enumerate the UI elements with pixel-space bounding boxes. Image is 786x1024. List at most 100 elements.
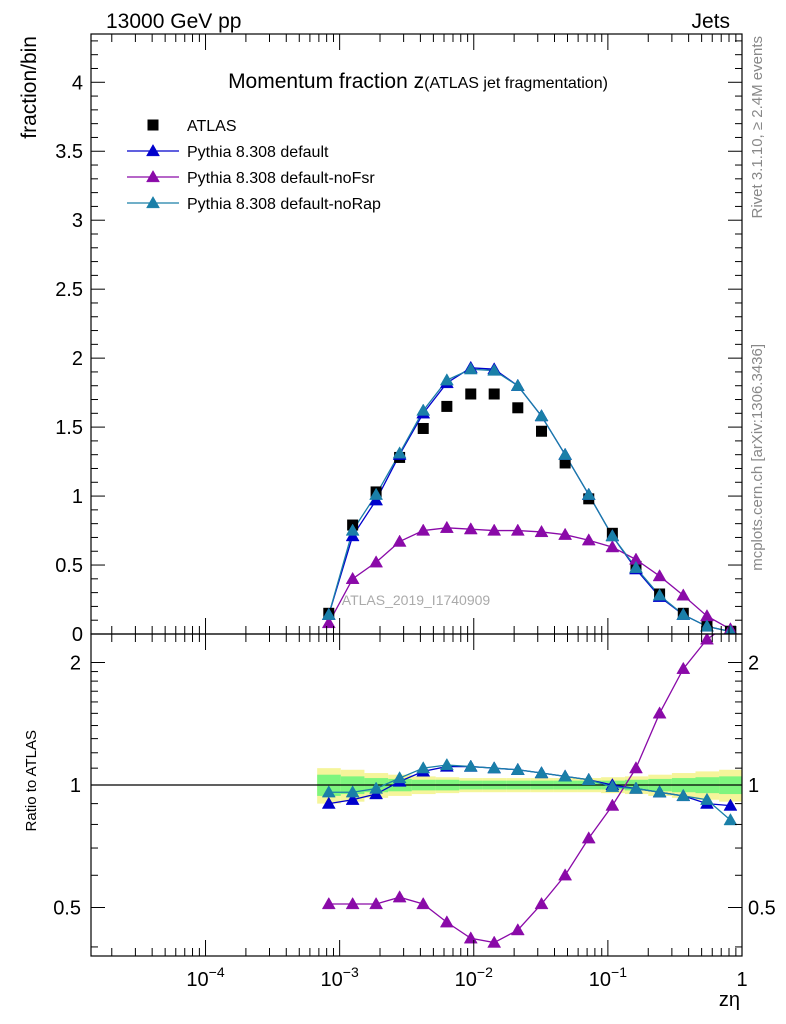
ratio-point-pythia-8-308-default-norap — [439, 757, 454, 771]
y-tick-label: 1.5 — [55, 417, 83, 439]
ratio-point-pythia-8-308-default-nofsr — [558, 868, 573, 881]
legend-marker — [146, 195, 160, 209]
data-point-atlas — [465, 388, 477, 400]
ratio-point-pythia-8-308-default-nofsr — [581, 831, 596, 844]
ratio-point-pythia-8-308-default-norap — [510, 762, 525, 775]
data-point-pythia-8-308-default-nofsr — [463, 522, 478, 535]
ratio-point-pythia-8-308-default-nofsr — [369, 896, 384, 910]
data-point-atlas — [512, 402, 524, 414]
data-point-pythia-8-308-default-norap — [534, 409, 549, 422]
data-point-pythia-8-308-default-nofsr — [439, 520, 454, 533]
data-point-atlas — [536, 425, 548, 437]
ratio-point-pythia-8-308-default-norap — [392, 771, 407, 784]
ratio-y-tick-label: 2 — [70, 653, 81, 675]
legend-label: Pythia 8.308 default-noFsr — [187, 170, 375, 187]
ratio-point-pythia-8-308-default-nofsr — [345, 896, 360, 910]
rivet-version-label: Rivet 3.1.10, ≥ 2.4M events — [749, 36, 766, 219]
ratio-point-pythia-8-308-default-nofsr — [487, 935, 502, 948]
category-label: Jets — [691, 10, 730, 33]
ratio-y-tick-label-right: 1 — [748, 775, 759, 797]
ratio-point-pythia-8-308-default-nofsr — [605, 798, 620, 811]
energy-label: 13000 GeV pp — [106, 10, 241, 33]
x-tick-label: 10−4 — [186, 964, 224, 991]
ratio-point-pythia-8-308-default-nofsr — [321, 896, 336, 910]
data-point-pythia-8-308-default-nofsr — [321, 615, 336, 629]
y-tick-label: 1 — [72, 486, 83, 508]
chart-title-main: Momentum fraction z — [228, 70, 424, 93]
y-tick-label: 3 — [72, 210, 83, 232]
data-point-pythia-8-308-default-norap — [463, 362, 478, 375]
main-series-group — [321, 360, 738, 634]
data-point-pythia-8-308-default-norap — [369, 487, 384, 500]
chart-title-suffix: (ATLAS jet fragmentation) — [424, 75, 608, 92]
ratio-ylabel: Ratio to ATLAS — [23, 730, 40, 831]
ratio-point-pythia-8-308-default-norap — [629, 781, 643, 794]
legend-label: ATLAS — [187, 118, 237, 135]
ratio-point-pythia-8-308-default-norap — [723, 813, 738, 826]
data-point-pythia-8-308-default-norap — [345, 523, 360, 536]
data-point-pythia-8-308-default-nofsr — [534, 524, 549, 538]
ratio-frame — [90, 633, 743, 957]
ratio-point-pythia-8-308-default-nofsr — [392, 890, 407, 903]
ratio-point-pythia-8-308-default-nofsr — [416, 896, 431, 910]
ratio-point-pythia-8-308-default-norap — [463, 759, 478, 772]
data-point-pythia-8-308-default-nofsr — [392, 534, 407, 547]
ratio-xlabel: zη — [719, 989, 740, 1011]
ratio-point-pythia-8-308-default-norap — [581, 772, 596, 785]
data-point-pythia-8-308-default-norap — [487, 363, 502, 376]
ratio-point-pythia-8-308-default-norap — [605, 779, 620, 792]
ratio-point-pythia-8-308-default — [321, 796, 336, 809]
y-tick-label: 0.5 — [55, 555, 83, 577]
data-point-pythia-8-308-default-norap — [652, 588, 667, 601]
ratio-point-pythia-8-308-default — [345, 792, 360, 805]
ratio-point-pythia-8-308-default-norap — [534, 766, 549, 779]
data-point-atlas — [488, 388, 500, 400]
ratio-point-pythia-8-308-default-norap — [321, 785, 336, 798]
y-tick-label: 2.5 — [55, 279, 83, 301]
ratio-point-pythia-8-308-default-norap — [345, 785, 360, 798]
ratio-point-pythia-8-308-default-nofsr — [629, 761, 643, 774]
data-point-pythia-8-308-default-nofsr — [416, 523, 431, 536]
data-point-pythia-8-308-default-norap — [558, 447, 573, 460]
ratio-series-group — [321, 634, 738, 948]
ratio-y-tick-label-right: 2 — [748, 653, 759, 675]
chart-title: Momentum fraction z(ATLAS jet fragmentat… — [228, 70, 608, 93]
ratio-point-pythia-8-308-default-nofsr — [439, 915, 454, 928]
legend-marker — [146, 143, 160, 157]
data-point-pythia-8-308-default-nofsr — [369, 555, 384, 568]
ratio-point-pythia-8-308-default-nofsr — [700, 634, 714, 645]
data-point-pythia-8-308-default-nofsr — [487, 523, 502, 536]
legend-label: Pythia 8.308 default — [187, 144, 329, 161]
data-point-pythia-8-308-default-norap — [392, 446, 407, 459]
ratio-point-pythia-8-308-default-norap — [369, 781, 384, 794]
ratio-point-pythia-8-308-default-norap — [487, 761, 502, 774]
data-point-pythia-8-308-default-norap — [605, 529, 620, 542]
data-point-atlas — [417, 422, 429, 434]
data-point-pythia-8-308-default-nofsr — [652, 569, 667, 582]
ratio-point-pythia-8-308-default-norap — [416, 761, 431, 774]
data-point-pythia-8-308-default-norap — [725, 624, 736, 634]
ratio-point-pythia-8-308-default-norap — [700, 792, 714, 805]
data-point-pythia-8-308-default-norap — [416, 403, 431, 416]
y-tick-label: 2 — [72, 348, 83, 370]
x-tick-label: 10−1 — [589, 964, 627, 991]
data-point-atlas — [559, 457, 571, 469]
ratio-point-pythia-8-308-default-nofsr — [652, 706, 667, 719]
data-point-pythia-8-308-default-norap — [321, 607, 336, 620]
ratio-y-tick-label-right: 0.5 — [748, 897, 776, 919]
data-point-atlas — [441, 400, 453, 412]
x-tick-label: 10−2 — [455, 964, 493, 991]
legend: ATLAS Pythia 8.308 default Pythia 8.308 de… — [127, 118, 381, 213]
y-tick-label: 3.5 — [55, 141, 83, 163]
ratio-panel: 10−4 10−3 10−2 10−1 1 0.5 0.5 1 1 2 2 — [53, 633, 776, 991]
data-point-pythia-8-308-default-nofsr — [558, 527, 573, 540]
data-point-pythia-8-308-default-nofsr — [676, 588, 691, 601]
ratio-point-pythia-8-308-default-norap — [558, 769, 573, 782]
ratio-point-pythia-8-308-default-nofsr — [510, 923, 525, 936]
mcplots-label: mcplots.cern.ch [arXiv:1306.3436] — [749, 344, 766, 571]
y-tick-label: 4 — [72, 72, 83, 94]
data-point-pythia-8-308-default-norap — [581, 487, 596, 500]
ratio-point-pythia-8-308-default-norap — [652, 785, 667, 798]
